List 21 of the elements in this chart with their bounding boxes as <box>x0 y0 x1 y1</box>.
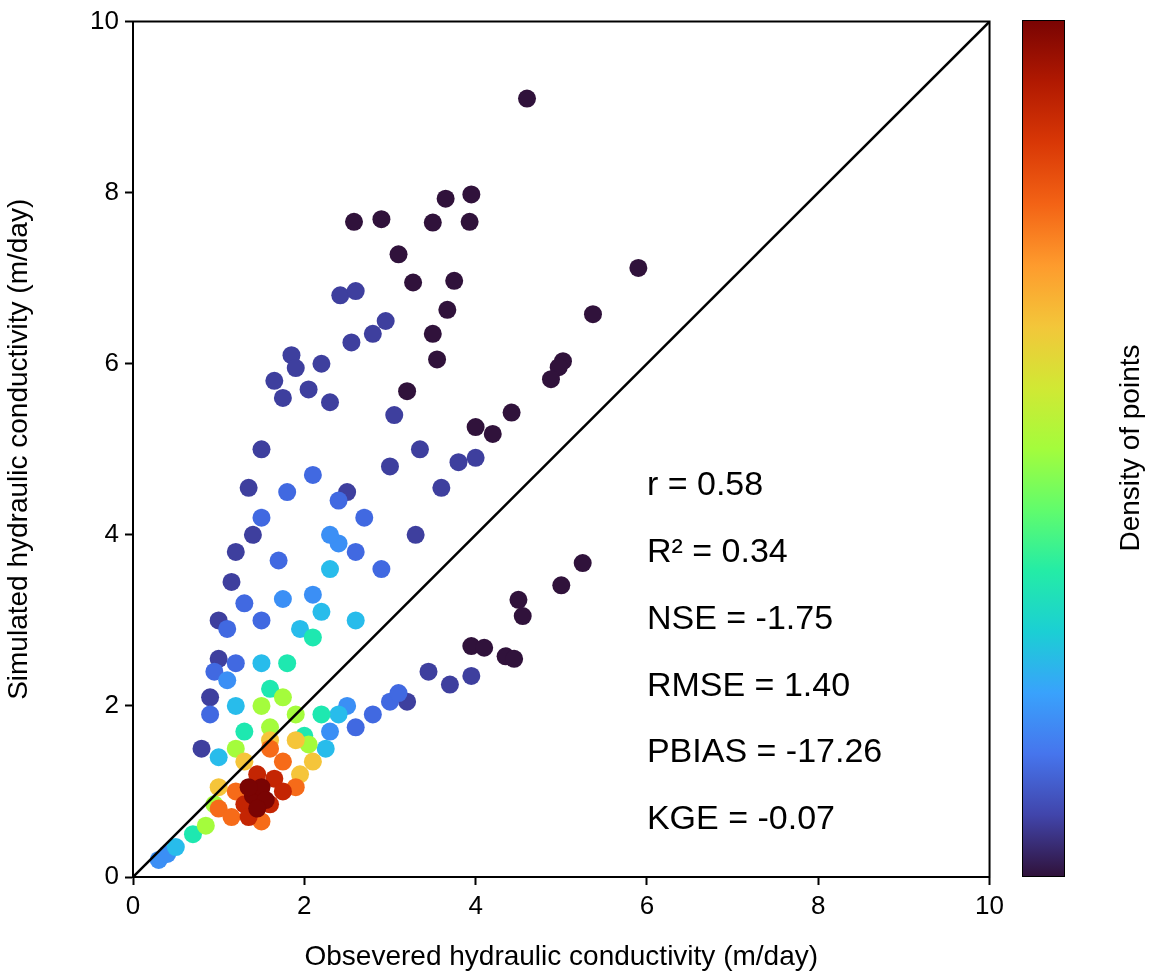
y-tick-label: 4 <box>104 518 119 549</box>
annotation: NSE = -1.75 <box>646 597 834 636</box>
x-tick-label: 0 <box>125 889 141 920</box>
y-axis-title: Simulated hydraulic conductivity (m/day) <box>1 198 33 700</box>
y-tick-label: 10 <box>90 4 119 35</box>
y-tick-label: 8 <box>104 175 119 206</box>
y-tick-label: 6 <box>104 346 119 377</box>
annotation: KGE = -0.07 <box>646 798 835 837</box>
annotation: R² = 0.34 <box>646 531 788 570</box>
color-bar-title: Density of points <box>1114 344 1146 552</box>
x-tick-label: 8 <box>811 889 826 920</box>
x-axis-title: Obsevered hydraulic conductivity (m/day) <box>304 939 819 971</box>
x-tick-label: 6 <box>639 889 655 920</box>
x-tick-label: 4 <box>468 889 483 920</box>
x-tick-label: 10 <box>975 889 1004 920</box>
y-tick-label: 0 <box>104 860 119 891</box>
annotation: r = 0.58 <box>646 464 764 503</box>
y-tick-label: 2 <box>104 689 119 720</box>
annotation: RMSE = 1.40 <box>646 664 851 703</box>
x-tick-label: 2 <box>297 889 312 920</box>
annotation: PBIAS = -17.26 <box>646 731 883 770</box>
